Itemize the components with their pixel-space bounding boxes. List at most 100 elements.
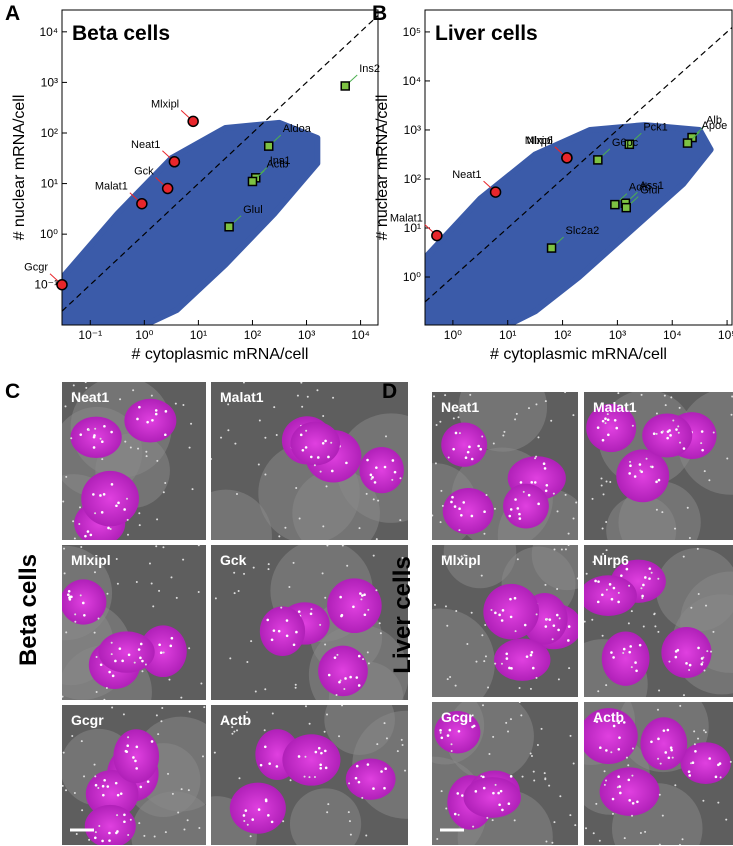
spot bbox=[139, 642, 143, 646]
spot bbox=[631, 747, 634, 750]
spot bbox=[308, 776, 311, 779]
nucleus bbox=[359, 447, 404, 494]
spot bbox=[654, 625, 657, 628]
spot bbox=[155, 545, 158, 548]
point-label: Apoe bbox=[702, 120, 728, 132]
spot bbox=[597, 690, 600, 693]
spot bbox=[132, 389, 135, 392]
spot bbox=[183, 828, 186, 831]
spot bbox=[648, 567, 652, 570]
spot bbox=[714, 775, 718, 779]
point-label: Slc2a2 bbox=[566, 225, 600, 237]
spot bbox=[661, 814, 664, 817]
spot bbox=[197, 545, 200, 547]
spot bbox=[452, 447, 455, 451]
spot bbox=[688, 669, 691, 672]
spot bbox=[606, 413, 609, 416]
spot bbox=[292, 561, 295, 564]
spot bbox=[481, 704, 484, 707]
spot bbox=[585, 827, 588, 830]
spot bbox=[271, 712, 274, 715]
spot bbox=[678, 843, 681, 845]
spot bbox=[484, 655, 487, 658]
spot bbox=[85, 386, 88, 389]
spot bbox=[493, 507, 496, 510]
spot bbox=[509, 597, 512, 601]
nucleus bbox=[586, 403, 637, 453]
micrograph bbox=[584, 702, 733, 845]
spot bbox=[365, 492, 368, 495]
marker bbox=[56, 278, 68, 291]
spot bbox=[509, 775, 513, 778]
spot bbox=[267, 814, 270, 817]
nucleus bbox=[680, 742, 731, 784]
spot bbox=[529, 653, 533, 657]
spot bbox=[655, 412, 658, 415]
spot bbox=[491, 819, 494, 822]
spot bbox=[72, 520, 75, 523]
spot bbox=[552, 492, 555, 495]
spot bbox=[177, 811, 180, 814]
spot bbox=[508, 514, 512, 518]
nucleus bbox=[84, 804, 136, 845]
spot bbox=[518, 702, 521, 704]
spot bbox=[126, 744, 130, 747]
marker bbox=[187, 115, 199, 128]
spot bbox=[333, 656, 337, 659]
spot bbox=[642, 625, 645, 628]
spot bbox=[693, 743, 696, 746]
point-label: Gck bbox=[134, 165, 154, 177]
spot bbox=[635, 669, 638, 673]
spot bbox=[544, 400, 547, 403]
spot bbox=[371, 476, 374, 479]
spot bbox=[625, 567, 629, 571]
spot bbox=[115, 558, 118, 561]
spot bbox=[591, 618, 594, 621]
spot bbox=[585, 572, 588, 575]
spot bbox=[601, 419, 605, 423]
spot bbox=[365, 834, 368, 837]
spot bbox=[366, 763, 370, 766]
spot bbox=[243, 819, 246, 822]
spot bbox=[498, 613, 501, 617]
spot bbox=[630, 610, 633, 613]
spot bbox=[340, 613, 344, 617]
nucleus bbox=[616, 449, 670, 503]
spot bbox=[249, 835, 252, 838]
spot bbox=[341, 705, 344, 707]
marker bbox=[161, 182, 174, 195]
spot bbox=[475, 660, 478, 663]
spot bbox=[501, 609, 505, 612]
spot bbox=[275, 434, 278, 437]
spot bbox=[129, 818, 132, 821]
spot bbox=[116, 582, 119, 585]
spot bbox=[332, 396, 335, 399]
spot bbox=[567, 625, 571, 628]
cytoplasm bbox=[289, 788, 362, 845]
spot bbox=[601, 527, 604, 530]
spot bbox=[384, 767, 387, 771]
y-tick-label: 10³ bbox=[404, 123, 421, 137]
spot bbox=[525, 655, 529, 658]
spot bbox=[327, 673, 331, 677]
spot bbox=[282, 820, 285, 823]
spot bbox=[569, 814, 572, 817]
spot bbox=[94, 836, 97, 840]
spot bbox=[697, 593, 700, 596]
spot bbox=[663, 394, 666, 397]
spot bbox=[613, 419, 617, 422]
spot bbox=[514, 498, 517, 501]
spot bbox=[542, 462, 546, 466]
spot bbox=[373, 481, 377, 484]
spot bbox=[449, 676, 452, 679]
spot bbox=[174, 402, 177, 405]
spot bbox=[658, 843, 661, 845]
x-tick-label: 10⁵ bbox=[718, 328, 733, 342]
spot bbox=[669, 434, 672, 437]
spot bbox=[121, 659, 124, 663]
spot bbox=[319, 763, 323, 767]
spot bbox=[101, 839, 104, 843]
y-tick-label: 10⁴ bbox=[402, 74, 421, 88]
spot bbox=[264, 436, 267, 439]
